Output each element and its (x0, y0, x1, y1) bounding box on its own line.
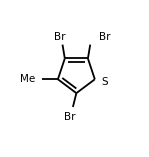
Text: Br: Br (100, 32, 111, 42)
Text: Me: Me (20, 74, 35, 84)
Text: Br: Br (64, 112, 75, 122)
Text: S: S (101, 77, 108, 87)
Text: Br: Br (54, 32, 66, 42)
